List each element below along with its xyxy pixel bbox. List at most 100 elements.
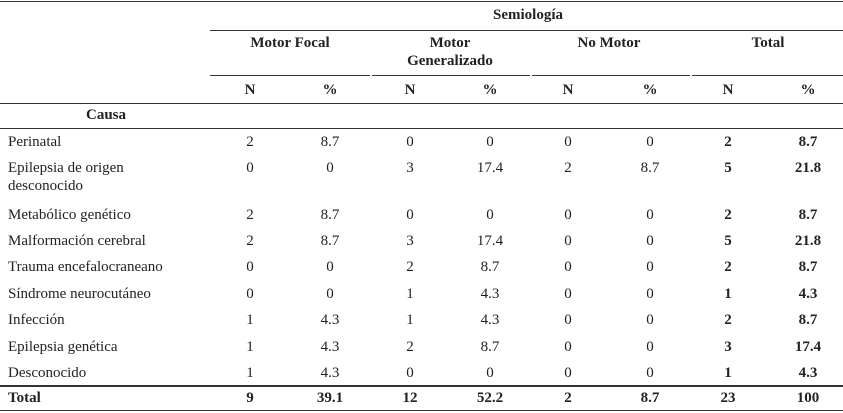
cell: 0 — [246, 286, 254, 302]
cell: 3 — [724, 339, 732, 355]
cell: 4.3 — [798, 365, 818, 381]
cell: 0 — [564, 233, 572, 249]
cell: 0 — [406, 365, 414, 381]
row-label: Síndrome neurocutáneo — [8, 286, 151, 302]
cell: 1 — [246, 339, 254, 355]
cell: 8.7 — [480, 339, 500, 355]
group-header: No Motor — [577, 35, 641, 51]
total-cell: 39.1 — [316, 390, 344, 406]
cell: 0 — [486, 134, 494, 150]
cell: 8.7 — [640, 160, 660, 176]
total-cell: 2 — [564, 390, 572, 406]
cell: 0 — [564, 312, 572, 328]
total-cell: 100 — [796, 390, 820, 406]
cell: 21.8 — [794, 233, 822, 249]
cell: 2 — [406, 339, 414, 355]
cell: 0 — [326, 160, 334, 176]
cell: 0 — [646, 312, 654, 328]
rule — [532, 75, 690, 76]
cell: 5 — [724, 233, 732, 249]
column-header: N — [722, 82, 734, 98]
total-cell: 52.2 — [476, 390, 504, 406]
cell: 1 — [246, 312, 254, 328]
row-label: Infección — [8, 312, 65, 328]
cell: 17.4 — [794, 339, 822, 355]
cell: 0 — [564, 259, 572, 275]
causa-header: Causa — [85, 107, 127, 123]
column-header: N — [404, 82, 416, 98]
cell: 2 — [246, 207, 254, 223]
group-header: Total — [751, 35, 785, 51]
rule — [0, 1, 843, 2]
cell: 2 — [724, 207, 732, 223]
cell: 0 — [646, 134, 654, 150]
cell: 2 — [246, 233, 254, 249]
column-header: N — [244, 82, 256, 98]
cell: 8.7 — [320, 207, 340, 223]
cell: 4.3 — [320, 365, 340, 381]
cell: 17.4 — [476, 233, 504, 249]
group-header: Motor Generalizado — [407, 35, 493, 69]
cell: 1 — [406, 286, 414, 302]
row-label: Trauma encefalocraneano — [8, 259, 163, 275]
cell: 0 — [406, 134, 414, 150]
column-header: % — [642, 82, 658, 98]
cell: 2 — [406, 259, 414, 275]
cell: 5 — [724, 160, 732, 176]
rule — [0, 410, 843, 411]
column-header: % — [322, 82, 338, 98]
cell: 2 — [724, 259, 732, 275]
cell: 0 — [646, 207, 654, 223]
cell: 0 — [646, 365, 654, 381]
rule — [372, 75, 530, 76]
total-cell: 12 — [402, 390, 418, 406]
cell: 3 — [406, 233, 414, 249]
cell: 8.7 — [798, 134, 818, 150]
cell: 0 — [326, 286, 334, 302]
cell: 2 — [724, 134, 732, 150]
cell: 8.7 — [798, 312, 818, 328]
total-cell: 9 — [246, 390, 254, 406]
cell: 2 — [564, 160, 572, 176]
cell: 17.4 — [476, 160, 504, 176]
rule — [0, 128, 843, 129]
cell: 0 — [564, 339, 572, 355]
row-label: Perinatal — [8, 134, 62, 150]
cell: 0 — [646, 286, 654, 302]
cell: 0 — [246, 259, 254, 275]
cell: 0 — [326, 259, 334, 275]
cell: 0 — [564, 286, 572, 302]
total-cell: 23 — [720, 390, 736, 406]
total-cell: 8.7 — [640, 390, 660, 406]
cell: 2 — [246, 134, 254, 150]
cell: 0 — [406, 207, 414, 223]
row-label: Metabólico genético — [8, 207, 131, 223]
rule — [692, 75, 843, 76]
cell: 8.7 — [798, 207, 818, 223]
cell: 4.3 — [320, 312, 340, 328]
cell: 0 — [646, 259, 654, 275]
cell: 4.3 — [798, 286, 818, 302]
rule — [0, 103, 843, 104]
row-label: Desconocido — [8, 365, 87, 381]
cell: 4.3 — [480, 286, 500, 302]
cell: 8.7 — [480, 259, 500, 275]
rule — [210, 75, 370, 76]
cell: 0 — [646, 233, 654, 249]
cell: 8.7 — [320, 134, 340, 150]
total-label: Total — [8, 390, 41, 406]
rule — [210, 30, 843, 31]
cell: 0 — [486, 207, 494, 223]
cell: 1 — [406, 312, 414, 328]
column-header: % — [482, 82, 498, 98]
rule — [0, 385, 843, 387]
cell: 0 — [564, 365, 572, 381]
header-title: Semiología — [493, 7, 563, 23]
cell: 21.8 — [794, 160, 822, 176]
cell: 2 — [724, 312, 732, 328]
group-header: Motor Focal — [250, 35, 330, 51]
cell: 8.7 — [320, 233, 340, 249]
cell: 4.3 — [320, 339, 340, 355]
cell: 8.7 — [798, 259, 818, 275]
row-label: Epilepsia de origen desconocido — [8, 160, 124, 194]
